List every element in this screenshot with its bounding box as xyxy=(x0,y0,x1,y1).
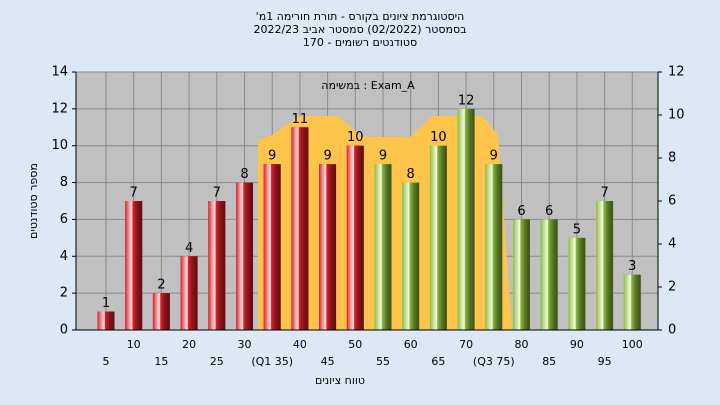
value-label: 3 xyxy=(628,259,636,274)
y-tick-label: 4 xyxy=(60,249,68,264)
bar xyxy=(180,256,198,330)
x-tick-label: 25 xyxy=(210,355,224,368)
bar xyxy=(97,311,115,330)
bar xyxy=(125,201,143,330)
y-axis-label: מספר סטודנטים xyxy=(27,163,40,239)
value-label: 2 xyxy=(157,278,165,293)
bar xyxy=(346,145,364,330)
x-tick-label: 50 xyxy=(348,338,362,351)
value-label: 11 xyxy=(292,112,309,127)
bar xyxy=(623,274,641,330)
value-label: 6 xyxy=(517,204,525,219)
y-tick-label: 14 xyxy=(51,65,68,80)
x-tick-label: 20 xyxy=(182,338,196,351)
bar xyxy=(236,182,253,330)
value-label: 9 xyxy=(268,149,276,164)
bar xyxy=(319,164,337,330)
bar xyxy=(152,293,170,330)
bar xyxy=(513,219,530,330)
x-tick-label: 80 xyxy=(515,338,529,351)
bar xyxy=(374,164,392,330)
value-label: 1 xyxy=(102,296,110,311)
x-tick-label: 5 xyxy=(103,355,110,368)
value-label: 7 xyxy=(213,186,221,201)
bar xyxy=(568,237,586,330)
value-label: 12 xyxy=(458,93,475,108)
y-tick-label: 0 xyxy=(60,323,68,338)
y2-tick-label: 4 xyxy=(668,237,676,252)
y2-tick-label: 10 xyxy=(668,108,685,123)
value-label: 10 xyxy=(347,130,364,145)
value-label: 6 xyxy=(545,204,553,219)
title-line: בסמסטר (02/2022) סמסטר אביב 2022/23 xyxy=(253,23,466,36)
bar xyxy=(291,127,309,331)
y-tick-label: 2 xyxy=(60,286,68,301)
annotation: במשימה : Exam_A xyxy=(321,79,415,92)
x-tick-label: 40 xyxy=(293,338,307,351)
title-line: סטודנטים רשומים - 170 xyxy=(303,36,417,49)
value-label: 5 xyxy=(573,222,581,237)
bar xyxy=(429,145,447,330)
x-tick-label: 60 xyxy=(404,338,418,351)
value-label: 9 xyxy=(379,149,387,164)
x-tick-label: 65 xyxy=(431,355,445,368)
y-tick-label: 10 xyxy=(51,138,68,153)
x-tick-label: 55 xyxy=(376,355,390,368)
value-label: 8 xyxy=(407,167,415,182)
y2-tick-label: 6 xyxy=(668,194,676,209)
value-label: 9 xyxy=(490,149,498,164)
bar xyxy=(596,201,614,330)
bar xyxy=(457,108,475,330)
y2-tick-label: 8 xyxy=(668,151,676,166)
x-tick-label: 70 xyxy=(459,338,473,351)
x-tick-label: (Q1 35) xyxy=(251,355,293,368)
x-tick-label: 30 xyxy=(238,338,252,351)
x-tick-label: (Q3 75) xyxy=(473,355,515,368)
title-line: 'היסטוגרמת ציונים בקורס - תורת חורימה 1מ xyxy=(256,10,465,23)
bar xyxy=(208,201,226,330)
y-tick-label: 6 xyxy=(60,212,68,227)
x-tick-label: 15 xyxy=(154,355,168,368)
y2-tick-label: 0 xyxy=(668,323,676,338)
bar xyxy=(263,164,281,330)
bar xyxy=(485,164,503,330)
value-label: 8 xyxy=(240,167,248,182)
bar xyxy=(540,219,558,330)
x-tick-label: 100 xyxy=(622,338,643,351)
x-tick-label: 45 xyxy=(321,355,335,368)
value-label: 7 xyxy=(130,186,138,201)
value-label: 4 xyxy=(185,241,193,256)
y-tick-label: 8 xyxy=(60,175,68,190)
value-label: 7 xyxy=(600,186,608,201)
x-tick-label: 85 xyxy=(542,355,556,368)
bar xyxy=(402,182,420,330)
value-label: 9 xyxy=(323,149,331,164)
x-tick-label: 95 xyxy=(598,355,612,368)
y-tick-label: 12 xyxy=(51,101,68,116)
x-tick-label: 10 xyxy=(127,338,141,351)
y2-tick-label: 2 xyxy=(668,280,676,295)
value-label: 10 xyxy=(430,130,447,145)
y2-tick-label: 12 xyxy=(668,65,685,80)
x-axis-label: טווח ציונים xyxy=(315,374,365,387)
x-tick-label: 90 xyxy=(570,338,584,351)
